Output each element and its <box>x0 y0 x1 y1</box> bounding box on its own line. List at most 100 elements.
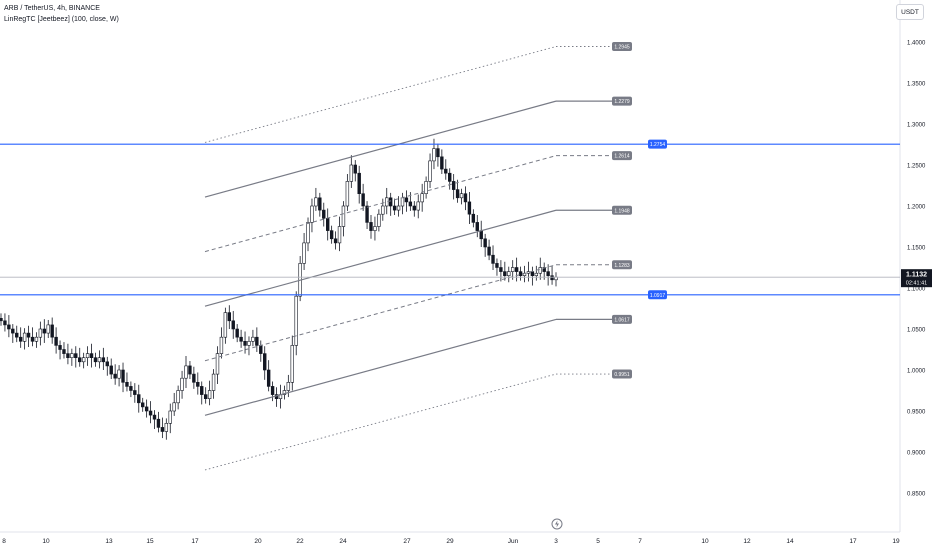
channel-line[interactable] <box>204 318 557 416</box>
candle[interactable] <box>306 222 310 244</box>
candle[interactable] <box>459 193 464 199</box>
candle[interactable] <box>361 193 365 207</box>
candle[interactable] <box>251 336 255 342</box>
candle[interactable] <box>74 353 78 359</box>
candle[interactable] <box>270 386 275 395</box>
candle[interactable] <box>137 394 141 404</box>
candle[interactable] <box>440 156 444 170</box>
candle[interactable] <box>318 197 322 211</box>
candle[interactable] <box>203 394 208 400</box>
channel-line[interactable] <box>204 209 557 307</box>
candle[interactable] <box>70 353 74 359</box>
candle[interactable] <box>341 205 346 227</box>
candle[interactable] <box>156 418 161 428</box>
candle[interactable] <box>511 267 515 272</box>
candle[interactable] <box>66 353 70 359</box>
candle[interactable] <box>436 148 440 158</box>
candle[interactable] <box>133 390 137 395</box>
candle[interactable] <box>263 353 267 371</box>
candle[interactable] <box>196 381 200 387</box>
candle[interactable] <box>507 271 511 277</box>
candle[interactable] <box>428 160 432 182</box>
candle[interactable] <box>188 365 192 375</box>
candle[interactable] <box>475 222 479 231</box>
candle[interactable] <box>125 381 129 387</box>
candle[interactable] <box>514 267 519 272</box>
candle[interactable] <box>542 267 546 272</box>
indicator-legend[interactable]: LinRegTC [Jeetbeez] (100, close, W) <box>4 16 119 23</box>
candle[interactable] <box>282 390 287 395</box>
candle[interactable] <box>538 267 542 274</box>
candle[interactable] <box>266 369 271 387</box>
candle[interactable] <box>404 197 409 203</box>
candle[interactable] <box>81 357 86 363</box>
candle[interactable] <box>129 386 133 391</box>
candle[interactable] <box>396 205 401 211</box>
candle[interactable] <box>38 328 43 338</box>
candle[interactable] <box>381 205 385 215</box>
candle[interactable] <box>176 390 180 404</box>
channel-line[interactable] <box>204 264 557 362</box>
candle[interactable] <box>373 226 377 231</box>
candle[interactable] <box>495 263 499 268</box>
candle[interactable] <box>314 197 318 207</box>
candle[interactable] <box>34 336 39 342</box>
candle[interactable] <box>255 336 259 346</box>
candle[interactable] <box>172 402 176 412</box>
candle[interactable] <box>58 345 62 350</box>
candle[interactable] <box>11 328 15 334</box>
goto-realtime-button[interactable] <box>550 517 564 531</box>
candle[interactable] <box>290 345 294 383</box>
candle[interactable] <box>416 201 420 211</box>
candle[interactable] <box>117 369 121 379</box>
candle[interactable] <box>294 295 298 346</box>
candle[interactable] <box>227 312 231 322</box>
candle[interactable] <box>54 336 58 346</box>
candle[interactable] <box>243 340 247 346</box>
candle[interactable] <box>310 205 314 223</box>
candle[interactable] <box>432 148 436 162</box>
candle[interactable] <box>467 201 472 215</box>
candle[interactable] <box>365 205 369 223</box>
candle[interactable] <box>451 181 456 190</box>
candle[interactable] <box>235 328 239 338</box>
candle[interactable] <box>353 164 357 174</box>
candle[interactable] <box>448 172 452 182</box>
candle[interactable] <box>180 377 184 391</box>
candle[interactable] <box>105 361 109 367</box>
candle[interactable] <box>455 189 460 199</box>
candle[interactable] <box>357 172 361 194</box>
candle[interactable] <box>487 246 491 256</box>
candle[interactable] <box>479 230 483 240</box>
channel-line[interactable] <box>204 155 557 253</box>
candle[interactable] <box>326 218 330 231</box>
candle[interactable] <box>101 357 106 363</box>
candle[interactable] <box>483 238 487 248</box>
candle[interactable] <box>471 213 476 223</box>
candle[interactable] <box>499 267 503 272</box>
candle[interactable] <box>286 381 291 391</box>
candle[interactable] <box>247 340 251 346</box>
candle[interactable] <box>200 386 204 395</box>
candle[interactable] <box>160 427 165 432</box>
candle[interactable] <box>223 312 228 338</box>
candle[interactable] <box>141 402 145 408</box>
candle[interactable] <box>144 406 149 412</box>
candle[interactable] <box>97 357 102 363</box>
candle[interactable] <box>369 222 373 231</box>
candle[interactable] <box>420 193 424 203</box>
candle[interactable] <box>392 205 397 211</box>
candle[interactable] <box>89 353 94 359</box>
candle[interactable] <box>113 373 117 379</box>
candle[interactable] <box>50 324 54 338</box>
candle[interactable] <box>18 336 23 342</box>
candle[interactable] <box>42 328 46 334</box>
candle[interactable] <box>333 238 338 244</box>
candle[interactable] <box>164 422 169 432</box>
candle[interactable] <box>534 272 539 276</box>
symbol-title[interactable]: ARB / TetherUS, 4h, BINANCE <box>4 5 100 12</box>
candle[interactable] <box>349 164 354 182</box>
candle[interactable] <box>444 168 448 174</box>
